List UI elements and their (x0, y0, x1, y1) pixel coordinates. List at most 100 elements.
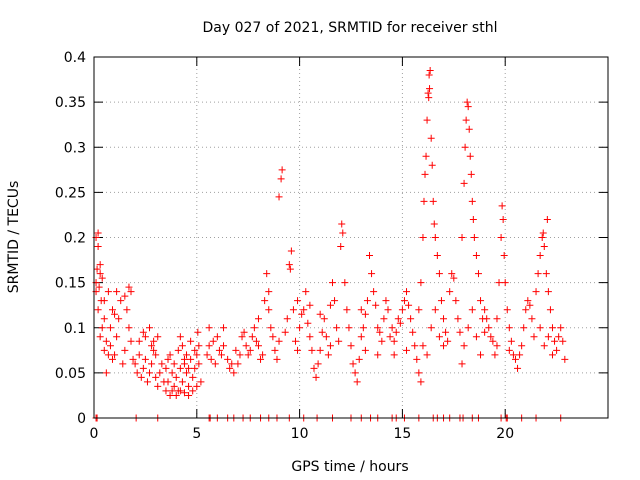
data-point (95, 283, 103, 291)
data-point (238, 333, 246, 341)
data-point (419, 234, 427, 241)
x-tick-label: 15 (393, 426, 411, 442)
data-point (269, 333, 277, 341)
data-point (294, 297, 302, 305)
data-point (507, 337, 515, 345)
data-point (425, 71, 433, 79)
data-point (230, 369, 238, 377)
data-point (322, 333, 330, 341)
data-point (170, 360, 178, 368)
data-point (205, 324, 213, 332)
data-point (113, 333, 121, 341)
data-point (261, 297, 269, 305)
data-point (378, 337, 386, 345)
data-point (217, 351, 225, 359)
data-point (234, 360, 242, 368)
data-point (310, 364, 318, 372)
data-point (195, 360, 203, 368)
data-point (376, 328, 384, 336)
data-point (520, 324, 528, 332)
data-point (511, 355, 519, 363)
y-tick-label: 0.15 (55, 276, 86, 292)
data-point (467, 170, 475, 178)
data-point (172, 391, 180, 399)
data-point (530, 333, 538, 341)
data-point (111, 351, 119, 359)
data-point (339, 229, 347, 237)
data-point (324, 351, 332, 359)
data-point (437, 297, 445, 305)
data-point (277, 175, 285, 183)
data-point (316, 310, 324, 318)
data-point (357, 306, 365, 314)
data-point (168, 387, 176, 395)
data-point (338, 220, 346, 228)
data-point (271, 346, 279, 354)
data-point (304, 319, 312, 327)
data-point (534, 270, 542, 278)
data-point (104, 288, 112, 296)
data-point (156, 369, 164, 377)
data-point (442, 328, 450, 336)
data-point (472, 333, 480, 341)
data-point (162, 364, 170, 372)
data-point (168, 369, 176, 377)
data-point (152, 351, 160, 359)
data-point (148, 342, 156, 350)
data-point (509, 351, 517, 359)
data-point (501, 279, 509, 287)
data-point (252, 337, 260, 345)
data-point (278, 166, 286, 174)
data-point (326, 301, 334, 309)
data-point (257, 355, 265, 363)
data-point (275, 193, 283, 201)
data-point (497, 234, 505, 241)
data-point (291, 337, 299, 345)
data-point (403, 288, 411, 296)
chart-title: Day 027 of 2021, SRMTID for receiver sth… (203, 20, 498, 36)
data-point (551, 337, 559, 345)
data-point (183, 351, 191, 359)
data-point (275, 337, 283, 345)
data-point (355, 355, 363, 363)
data-point (127, 288, 135, 296)
data-point (226, 364, 234, 372)
data-point (246, 346, 254, 354)
data-point (514, 364, 522, 372)
y-tick-label: 0.35 (55, 95, 86, 111)
data-point (382, 297, 390, 305)
data-point (172, 373, 180, 381)
data-point (528, 315, 536, 323)
data-point (296, 324, 304, 332)
data-point (469, 215, 477, 223)
data-point (300, 306, 308, 314)
data-point (425, 94, 433, 102)
data-point (289, 306, 297, 314)
data-point (187, 337, 195, 345)
data-point (176, 364, 184, 372)
data-point (454, 315, 462, 323)
data-point (220, 324, 228, 332)
data-point (166, 391, 174, 399)
data-point (94, 243, 102, 251)
data-point (430, 220, 438, 228)
data-point (446, 288, 454, 296)
data-point (320, 315, 328, 323)
data-point (180, 389, 188, 397)
data-point (464, 324, 472, 332)
x-tick-label: 10 (291, 426, 309, 442)
data-point (265, 306, 273, 314)
data-point (485, 324, 493, 332)
data-point (146, 324, 154, 332)
data-point (139, 364, 147, 372)
data-point (314, 360, 322, 368)
data-point (104, 351, 112, 359)
data-point (466, 152, 474, 160)
data-point (335, 337, 343, 345)
data-point (96, 270, 104, 278)
data-point (170, 382, 178, 390)
data-point (146, 369, 154, 377)
data-point (111, 310, 119, 318)
data-point (141, 355, 149, 363)
data-point (154, 333, 162, 341)
